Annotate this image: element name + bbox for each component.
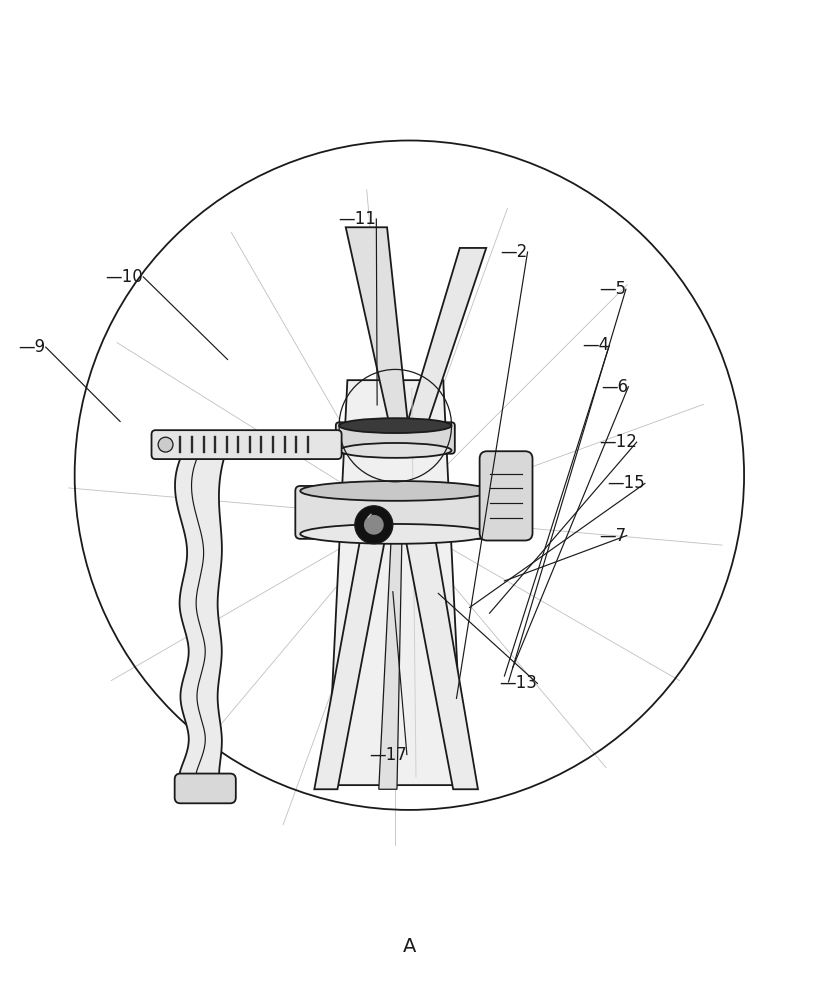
Ellipse shape bbox=[339, 443, 452, 458]
Text: —9: —9 bbox=[18, 338, 45, 356]
Ellipse shape bbox=[300, 481, 490, 501]
Circle shape bbox=[158, 437, 173, 452]
Text: —6: —6 bbox=[601, 378, 629, 396]
Polygon shape bbox=[175, 455, 228, 787]
Text: —13: —13 bbox=[500, 674, 538, 692]
Polygon shape bbox=[405, 537, 478, 789]
Text: —7: —7 bbox=[600, 527, 627, 545]
Polygon shape bbox=[327, 380, 463, 785]
FancyBboxPatch shape bbox=[336, 422, 455, 454]
Polygon shape bbox=[408, 248, 486, 421]
FancyBboxPatch shape bbox=[151, 430, 342, 459]
Ellipse shape bbox=[300, 524, 490, 544]
Text: —5: —5 bbox=[599, 280, 626, 298]
Text: —10: —10 bbox=[106, 268, 143, 286]
Text: —2: —2 bbox=[500, 243, 528, 261]
Polygon shape bbox=[379, 537, 402, 789]
Ellipse shape bbox=[339, 418, 452, 433]
Polygon shape bbox=[314, 537, 385, 789]
FancyBboxPatch shape bbox=[174, 774, 236, 803]
Circle shape bbox=[364, 515, 384, 535]
FancyBboxPatch shape bbox=[295, 486, 495, 539]
Text: A: A bbox=[403, 937, 416, 956]
Text: —15: —15 bbox=[607, 474, 645, 492]
Text: —17: —17 bbox=[369, 746, 407, 764]
Circle shape bbox=[355, 506, 393, 544]
Text: —11: —11 bbox=[338, 210, 376, 228]
FancyBboxPatch shape bbox=[480, 451, 533, 540]
Polygon shape bbox=[346, 227, 408, 421]
Text: —4: —4 bbox=[582, 336, 609, 354]
Text: —12: —12 bbox=[599, 433, 637, 451]
